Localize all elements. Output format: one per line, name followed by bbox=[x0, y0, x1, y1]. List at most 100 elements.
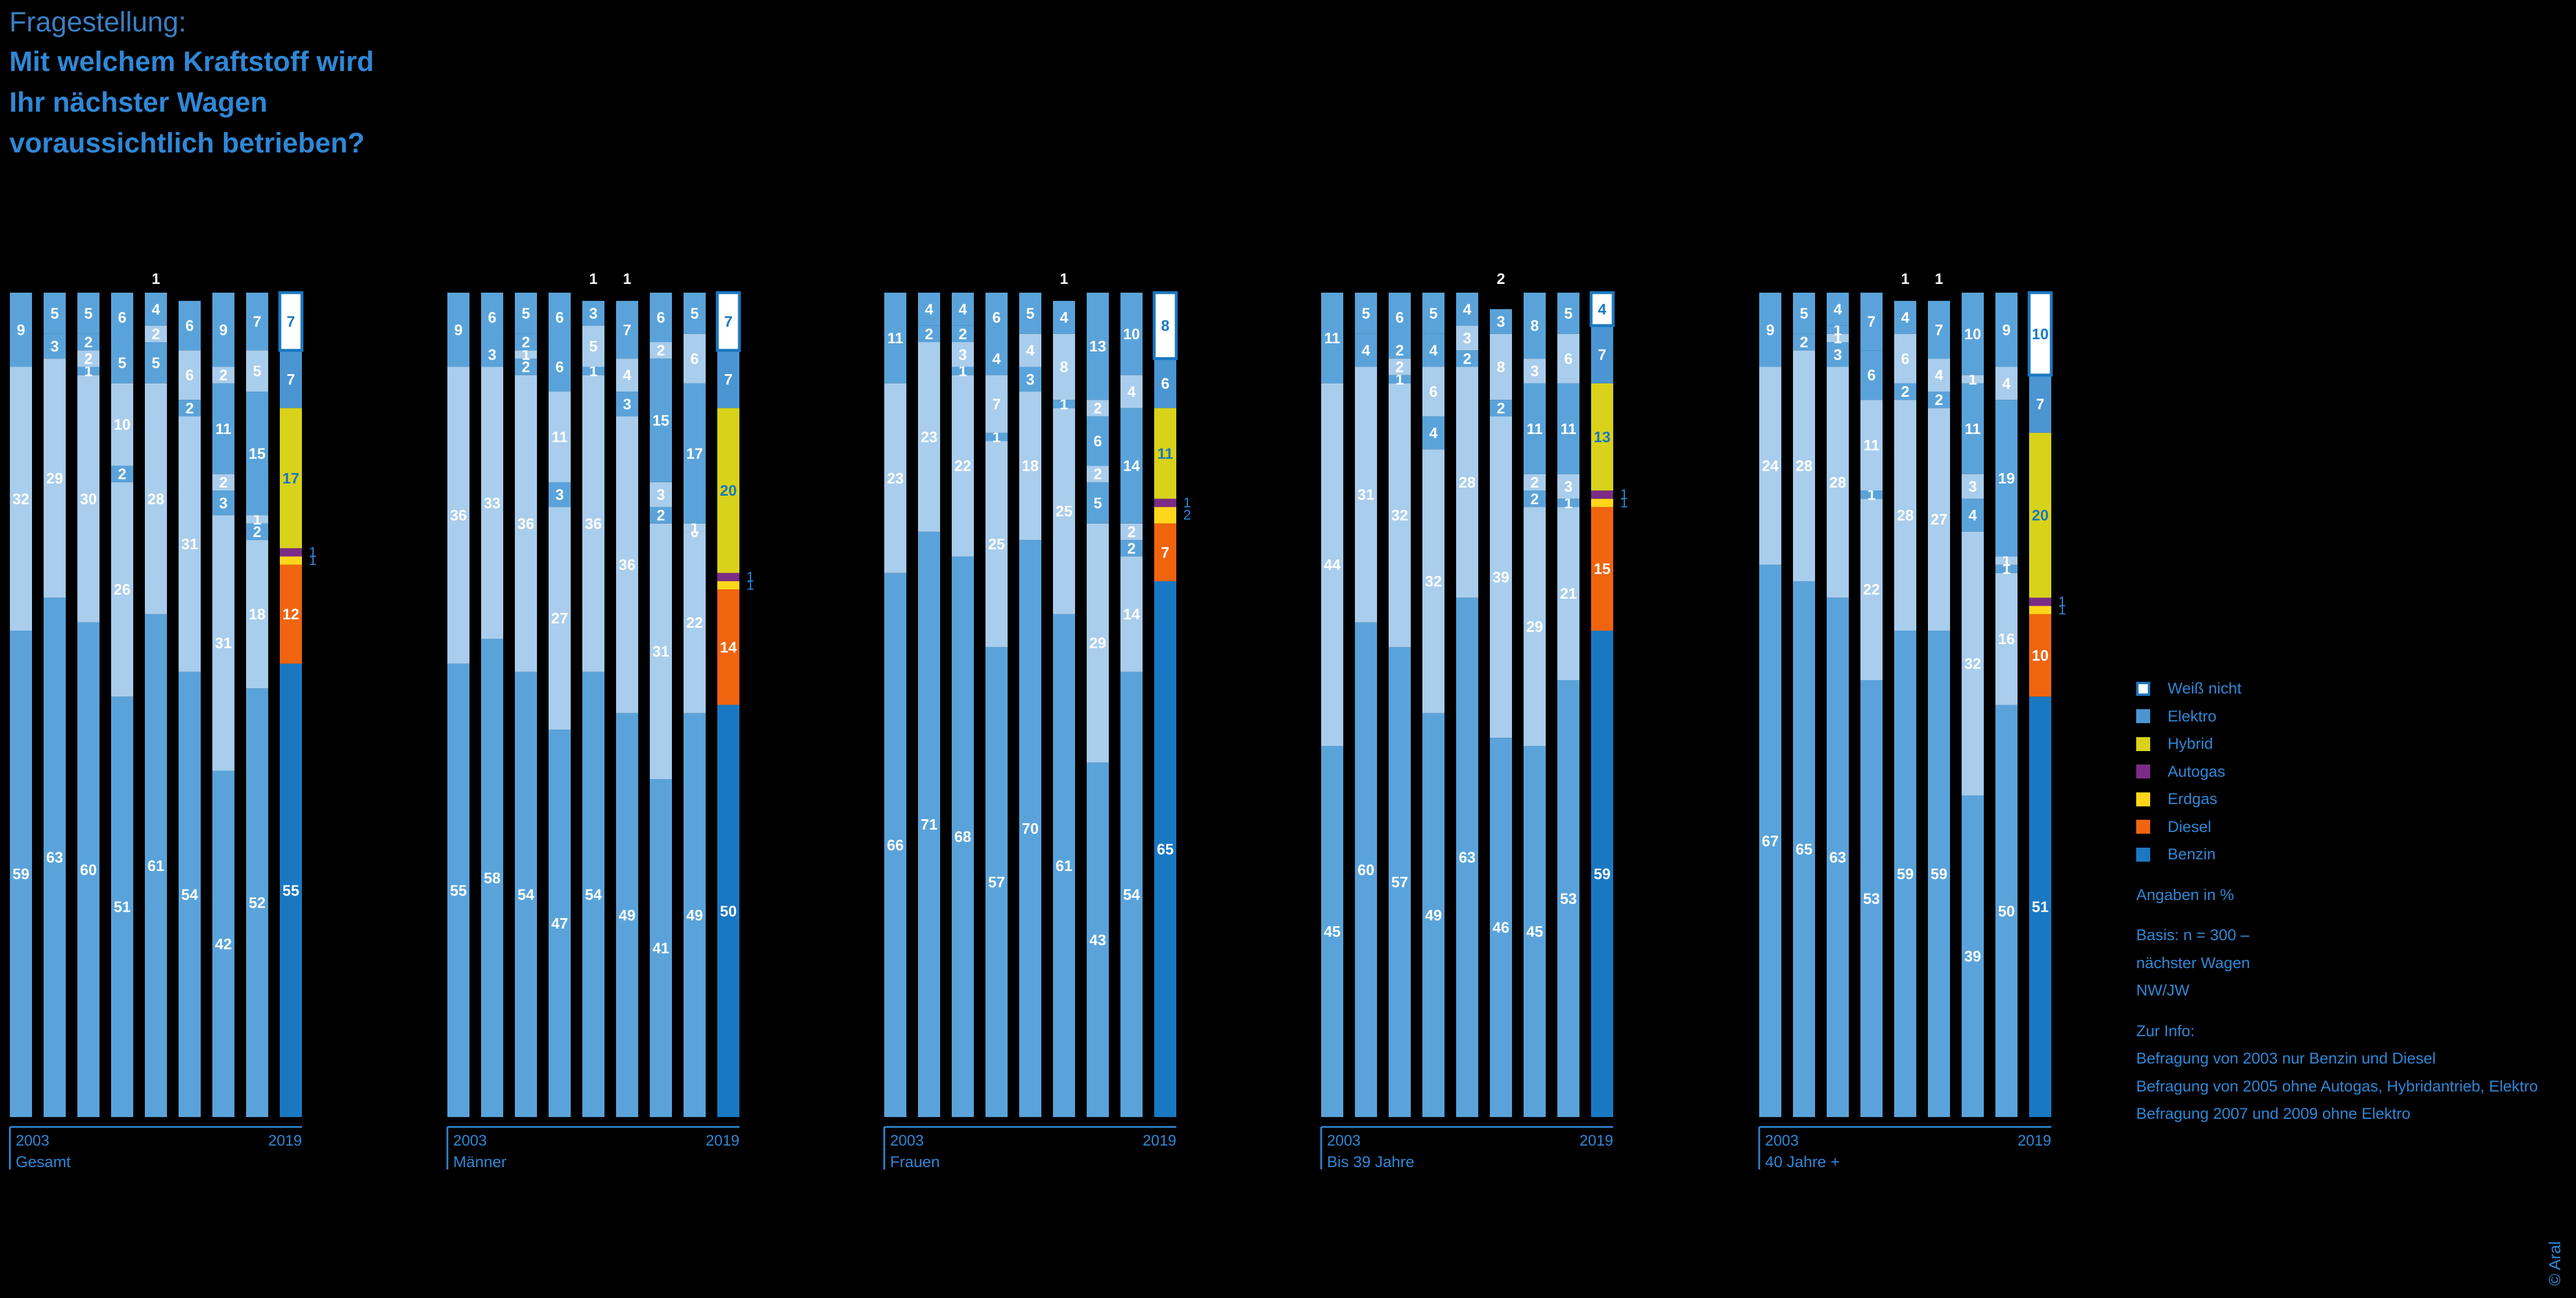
bar-segment bbox=[1087, 523, 1109, 763]
data-label: 4 bbox=[1429, 424, 1438, 442]
data-label: 54 bbox=[1123, 886, 1140, 903]
data-label: 2 bbox=[959, 325, 967, 343]
bar-segment bbox=[549, 293, 571, 343]
data-label: 65 bbox=[1157, 840, 1174, 858]
data-label: 32 bbox=[1965, 655, 1981, 673]
axis-start-label: 2003 bbox=[16, 1132, 49, 1149]
panel-label: 40 Jahre + bbox=[1765, 1153, 1840, 1171]
bar-segment bbox=[1524, 490, 1546, 507]
bar-segment bbox=[145, 342, 167, 383]
data-label: 67 bbox=[1762, 832, 1779, 849]
data-label: 46 bbox=[1493, 919, 1510, 936]
bar-segment bbox=[246, 392, 268, 515]
data-label: 9 bbox=[17, 321, 25, 339]
bar-segment bbox=[1355, 622, 1377, 1117]
bar-segment bbox=[280, 556, 302, 565]
copyright: © Aral bbox=[2546, 1241, 2564, 1286]
data-label: 29 bbox=[1090, 634, 1106, 652]
bar-segment bbox=[1120, 540, 1143, 557]
data-label: 2 bbox=[219, 474, 227, 491]
bar-segment bbox=[717, 350, 739, 408]
data-label: 12 bbox=[283, 606, 300, 623]
data-label: 61 bbox=[148, 857, 165, 874]
legend-swatch-elektro bbox=[2136, 709, 2150, 724]
bar-segment bbox=[1087, 465, 1109, 482]
question-kicker: Fragestellung: bbox=[9, 7, 187, 38]
data-label: 51 bbox=[114, 898, 131, 916]
bar-segment bbox=[1894, 333, 1916, 383]
bar-segment bbox=[1557, 474, 1579, 499]
data-label: 11 bbox=[887, 329, 903, 347]
bar-segment bbox=[1827, 367, 1849, 598]
bar-segment bbox=[280, 663, 302, 1117]
bar-segment bbox=[1591, 499, 1613, 507]
data-label: 29 bbox=[1527, 618, 1543, 635]
data-label: 5 bbox=[1429, 304, 1438, 322]
bar-segment bbox=[616, 713, 638, 1117]
bar-segment bbox=[1355, 333, 1377, 367]
bar-segment bbox=[111, 465, 133, 482]
bar-segment bbox=[985, 441, 1008, 648]
data-label: 7 bbox=[1598, 346, 1606, 363]
bar-segment bbox=[918, 293, 940, 326]
bar-segment bbox=[1422, 449, 1444, 713]
bar-segment bbox=[2029, 375, 2051, 433]
bar-segment bbox=[2029, 598, 2051, 606]
bar-segment bbox=[212, 490, 234, 515]
data-label: 4 bbox=[992, 350, 1001, 367]
bar-segment bbox=[1154, 408, 1176, 499]
bar-segment bbox=[1456, 598, 1478, 1117]
data-label: 2 bbox=[925, 325, 933, 343]
bar-segment bbox=[1053, 614, 1075, 1117]
bar-segment bbox=[1894, 400, 1916, 631]
data-label: 52 bbox=[249, 894, 266, 912]
data-label: 2 bbox=[1094, 465, 1102, 483]
data-label: 4 bbox=[623, 367, 632, 384]
bar-segment bbox=[280, 408, 302, 549]
bar-segment bbox=[179, 400, 201, 417]
data-label: 7 bbox=[724, 313, 732, 330]
bar-segment bbox=[1490, 738, 1512, 1117]
legend-swatch-weiss bbox=[2136, 681, 2150, 696]
data-label: 7 bbox=[253, 313, 261, 330]
bar-segment bbox=[952, 375, 974, 557]
data-label: 11 bbox=[1965, 420, 1981, 438]
data-label: 42 bbox=[215, 935, 232, 952]
bar-segment bbox=[145, 614, 167, 1117]
bar-segment bbox=[145, 325, 167, 343]
data-label: 6 bbox=[1564, 350, 1572, 367]
data-label: 16 bbox=[1998, 630, 2015, 648]
bar-segment bbox=[1422, 293, 1444, 334]
basis-note: Basis: n = 300 – nächster Wagen NW/JW bbox=[2136, 922, 2538, 1005]
data-label: 6 bbox=[186, 367, 194, 384]
data-label: 7 bbox=[1867, 313, 1876, 330]
bar-segment bbox=[2027, 291, 2053, 377]
bar-segment bbox=[650, 523, 672, 780]
data-label: 6 bbox=[488, 309, 496, 326]
bar-segment bbox=[179, 671, 201, 1117]
data-label: 45 bbox=[1527, 923, 1543, 940]
data-label: 23 bbox=[887, 470, 904, 487]
data-label: 28 bbox=[148, 490, 165, 507]
data-label: 41 bbox=[653, 940, 670, 957]
bar-segment bbox=[549, 392, 571, 482]
bar-segment bbox=[1928, 392, 1950, 408]
bar-segment bbox=[1524, 474, 1546, 491]
bar-segment bbox=[1120, 523, 1143, 540]
bar-segment bbox=[684, 333, 706, 383]
legend-label-autogas: Autogas bbox=[2168, 762, 2226, 780]
data-label: 47 bbox=[552, 915, 568, 932]
data-label: 71 bbox=[921, 816, 938, 833]
data-label: 3 bbox=[556, 486, 564, 503]
legend-swatch-diesel bbox=[2136, 820, 2150, 834]
data-label: 2 bbox=[1396, 342, 1404, 359]
data-label: 36 bbox=[619, 556, 636, 574]
data-label: 9 bbox=[454, 321, 462, 339]
bar-segment bbox=[1490, 416, 1512, 738]
panel-label: Frauen bbox=[890, 1153, 940, 1171]
bar-segment bbox=[1321, 383, 1343, 746]
bar-segment bbox=[616, 301, 638, 359]
bar-segment bbox=[1389, 375, 1411, 383]
bar-segment bbox=[582, 301, 604, 326]
data-label: 28 bbox=[1897, 507, 1914, 524]
